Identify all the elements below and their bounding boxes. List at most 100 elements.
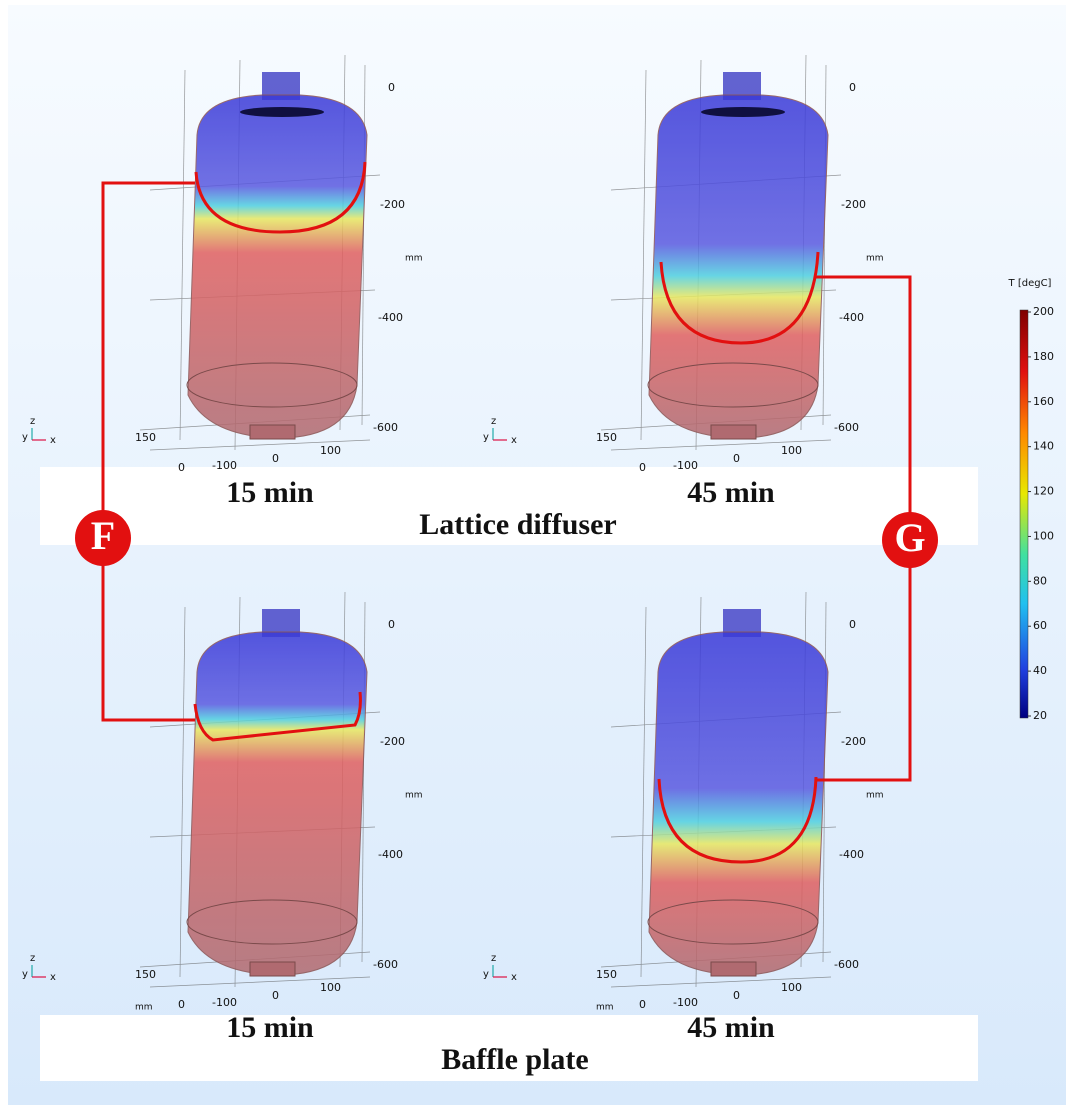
diffuser — [240, 107, 324, 117]
tank — [187, 94, 368, 439]
grid-line — [610, 439, 832, 451]
marker-circle — [75, 510, 131, 566]
x-tick-label: 0 — [733, 989, 740, 1002]
tank-outlet — [249, 961, 296, 977]
triad-label: y — [483, 969, 489, 980]
colorbar-tick-label: 120 — [1033, 485, 1054, 498]
z-tick-label: -200 — [380, 198, 405, 211]
time-label: 45 min — [687, 1011, 775, 1044]
y-tick-label: 0 — [178, 461, 185, 474]
y-tick-label: 0 — [639, 998, 646, 1011]
z-unit: mm — [866, 254, 884, 264]
y-tick-label: 150 — [135, 968, 156, 981]
y-tick-label: 150 — [596, 968, 617, 981]
tank — [187, 631, 368, 976]
z-tick-label: -400 — [378, 848, 403, 861]
tank-ring — [647, 899, 819, 945]
time-label: 15 min — [226, 476, 314, 509]
colorbar-tick-label: 60 — [1033, 619, 1047, 632]
triad-label: z — [30, 416, 35, 427]
z-tick-label: 0 — [849, 618, 856, 631]
colorbar-tick-label: 200 — [1033, 305, 1054, 318]
z-tick-label: 0 — [849, 81, 856, 94]
x-tick-label: -100 — [673, 459, 698, 472]
highlight-curve — [193, 691, 362, 742]
z-tick-label: -200 — [841, 198, 866, 211]
colorbar-tick-label: 100 — [1033, 529, 1054, 542]
z-tick-label: -600 — [834, 958, 859, 971]
x-tick-label: 0 — [272, 452, 279, 465]
triad-label: x — [511, 435, 517, 446]
tank-outlet — [249, 424, 296, 440]
group-label: Lattice diffuser — [419, 508, 616, 541]
y-tick-label: 150 — [596, 431, 617, 444]
panel: 0 -200 -400 -600 mm 150 0 -100 0 100 zy x 45 min — [483, 54, 884, 509]
caption-strip — [40, 467, 978, 545]
z-tick-label: -400 — [378, 311, 403, 324]
colorbar-title: T [degC] — [1008, 278, 1052, 289]
triad-label: x — [50, 435, 56, 446]
tank-ring — [186, 899, 358, 945]
grid-line — [179, 606, 186, 978]
triad-label: z — [491, 953, 496, 964]
z-unit: mm — [405, 254, 423, 264]
grid-line — [149, 439, 371, 451]
z-tick-label: -600 — [373, 421, 398, 434]
y-tick-label: 0 — [178, 998, 185, 1011]
z-tick-label: 0 — [388, 618, 395, 631]
z-tick-label: -200 — [841, 735, 866, 748]
colorbar-tick-label: 20 — [1033, 709, 1047, 722]
caption-strip — [40, 1015, 978, 1081]
x-tick-label: 100 — [320, 444, 341, 457]
z-tick-label: -200 — [380, 735, 405, 748]
colorbar-tick-label: 180 — [1033, 350, 1054, 363]
tank — [648, 94, 829, 439]
x-tick-label: -100 — [673, 996, 698, 1009]
tank-outlet — [710, 424, 757, 440]
triad-label: x — [50, 972, 56, 983]
x-tick-label: 0 — [733, 452, 740, 465]
panel: 0 -200 -400 -600 mm 150 0 -100 0 100 zy x 15 min — [22, 54, 423, 509]
y-tick-label: 0 — [639, 461, 646, 474]
z-tick-label: -400 — [839, 311, 864, 324]
grid-line — [610, 976, 832, 988]
time-label: 45 min — [687, 476, 775, 509]
tank — [648, 631, 829, 976]
grid-line — [179, 69, 186, 441]
tank-outlet — [710, 961, 757, 977]
x-tick-label: 0 — [272, 989, 279, 1002]
triad-label: z — [491, 416, 496, 427]
colorbar-tick-label: 80 — [1033, 574, 1047, 587]
xy-unit: mm — [596, 1003, 614, 1013]
z-tick-label: -600 — [834, 421, 859, 434]
triad-label: y — [22, 432, 28, 443]
triad-label: y — [22, 969, 28, 980]
colorbar — [1019, 309, 1029, 719]
diffuser — [701, 107, 785, 117]
triad-label: y — [483, 432, 489, 443]
colorbar-tick-label: 160 — [1033, 395, 1054, 408]
y-tick-label: 150 — [135, 431, 156, 444]
highlight-curve — [659, 251, 820, 345]
marker-label: F — [91, 513, 115, 558]
marker-label: G — [894, 515, 925, 560]
colorbar-tick-label: 40 — [1033, 664, 1047, 677]
highlight-curve — [657, 776, 818, 864]
panel: 0 -200 -400 -600 mm 150 0 -100 0 100 mm zy x 45 min — [483, 591, 884, 1044]
xy-unit: mm — [135, 1003, 153, 1013]
tank-ring — [647, 362, 819, 408]
z-tick-label: 0 — [388, 81, 395, 94]
panel: 0 -200 -400 -600 mm 150 0 -100 0 100 mm zy x 15 min — [22, 591, 423, 1044]
x-tick-label: 100 — [781, 444, 802, 457]
grid-line — [640, 606, 647, 978]
highlight-curve — [194, 161, 367, 234]
z-unit: mm — [405, 791, 423, 801]
triad-label: x — [511, 972, 517, 983]
tank-ring — [186, 362, 358, 408]
z-tick-label: -400 — [839, 848, 864, 861]
marker-circle — [882, 512, 938, 568]
z-unit: mm — [866, 791, 884, 801]
x-tick-label: -100 — [212, 459, 237, 472]
x-tick-label: 100 — [320, 981, 341, 994]
